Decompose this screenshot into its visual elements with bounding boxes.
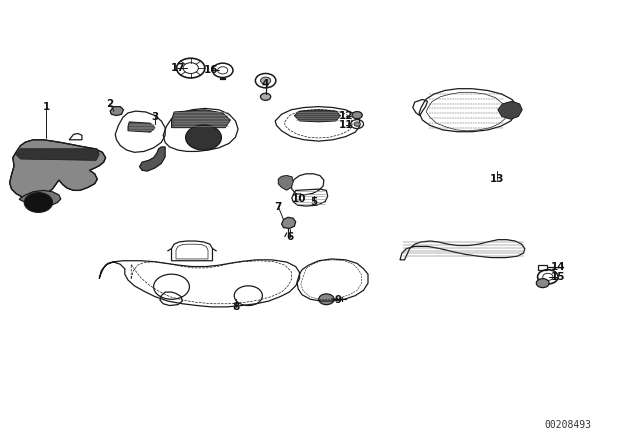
Text: 7: 7 [275,202,282,212]
Polygon shape [282,217,296,228]
Polygon shape [19,190,61,206]
Polygon shape [10,140,106,198]
Text: 9: 9 [334,295,342,305]
Text: 12: 12 [339,111,353,121]
Polygon shape [16,149,99,160]
Polygon shape [294,110,340,122]
Circle shape [536,279,549,288]
Polygon shape [498,101,522,119]
Text: 10: 10 [292,194,307,204]
Polygon shape [140,147,165,171]
Text: 4: 4 [262,79,269,89]
Circle shape [186,125,221,150]
Text: 3: 3 [151,112,159,122]
Polygon shape [128,122,155,132]
Text: 2: 2 [106,99,114,109]
Polygon shape [278,176,293,190]
Text: 8: 8 [232,302,239,312]
Text: 6: 6 [286,232,294,241]
Text: 00208493: 00208493 [545,420,592,430]
Text: 1: 1 [42,102,50,112]
Polygon shape [172,110,230,128]
Circle shape [352,112,362,119]
Polygon shape [110,107,124,116]
Circle shape [319,294,334,305]
Text: 16: 16 [204,65,218,75]
Text: 13: 13 [490,174,504,184]
Text: 11: 11 [339,120,353,129]
Circle shape [24,193,52,212]
Text: 14: 14 [551,262,565,271]
Circle shape [260,93,271,100]
Text: 5: 5 [310,198,317,207]
Circle shape [354,122,360,126]
Text: 15: 15 [551,272,565,282]
Circle shape [260,77,271,84]
Text: 17: 17 [171,63,185,73]
